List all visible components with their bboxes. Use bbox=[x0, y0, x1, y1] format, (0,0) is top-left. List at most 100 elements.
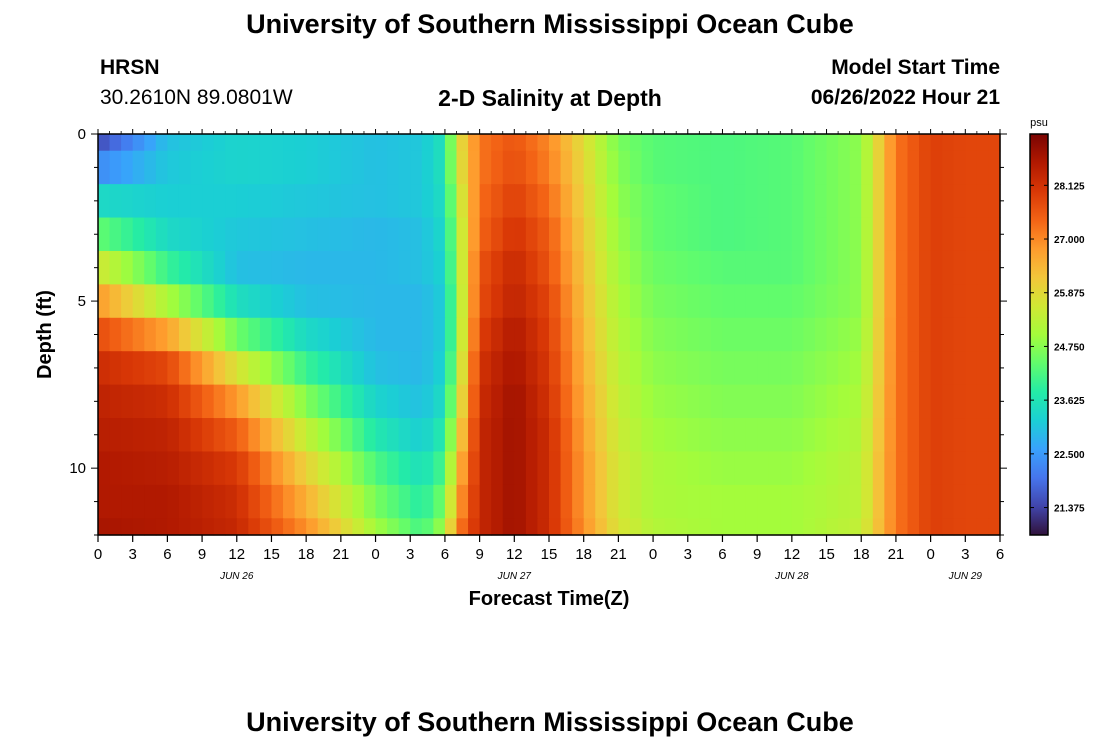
heat-cell bbox=[98, 484, 111, 519]
heat-cell bbox=[340, 217, 354, 252]
heat-cell bbox=[363, 518, 377, 536]
x-tick-label: 15 bbox=[263, 546, 280, 563]
heat-cell bbox=[294, 284, 307, 319]
heat-cell bbox=[121, 134, 134, 152]
heat-cell bbox=[98, 134, 111, 152]
heat-cell bbox=[190, 384, 203, 419]
heat-cell bbox=[988, 184, 1001, 219]
heat-cell bbox=[514, 184, 527, 219]
heat-cell bbox=[283, 351, 296, 386]
heat-cell bbox=[144, 250, 157, 285]
heat-cell bbox=[595, 250, 608, 285]
heat-cell bbox=[572, 150, 585, 185]
x-tick-label: 12 bbox=[784, 546, 801, 563]
heat-cell bbox=[283, 317, 296, 352]
heat-cell bbox=[722, 217, 735, 252]
heat-cell bbox=[121, 518, 134, 536]
heat-cell bbox=[618, 484, 631, 519]
heat-cell bbox=[479, 384, 492, 419]
heat-cell bbox=[283, 484, 296, 519]
heat-cell bbox=[872, 384, 885, 419]
heat-cell bbox=[456, 518, 469, 536]
heat-cell bbox=[965, 284, 978, 319]
heat-cell bbox=[178, 134, 192, 152]
heat-cell bbox=[849, 484, 862, 519]
heat-cell bbox=[895, 418, 909, 453]
heat-cell bbox=[248, 518, 261, 536]
heat-cell bbox=[745, 418, 758, 453]
heat-cell bbox=[895, 184, 909, 219]
heat-cell bbox=[329, 418, 342, 453]
heat-cell bbox=[271, 217, 284, 252]
heat-cell bbox=[953, 384, 966, 419]
heat-cell bbox=[225, 150, 238, 185]
heat-cell bbox=[595, 384, 608, 419]
heat-cell bbox=[953, 184, 966, 219]
heat-cell bbox=[560, 134, 573, 152]
heat-cell bbox=[225, 484, 238, 519]
heat-cell bbox=[98, 451, 111, 486]
heat-cell bbox=[861, 351, 874, 386]
heat-cell bbox=[363, 217, 377, 252]
heat-cell bbox=[271, 384, 284, 419]
heat-cell bbox=[259, 451, 273, 486]
x-tick-label: 9 bbox=[198, 546, 206, 563]
heat-cell bbox=[988, 451, 1001, 486]
heat-cell bbox=[907, 250, 920, 285]
heat-cell bbox=[271, 150, 284, 185]
heat-cell bbox=[629, 217, 643, 252]
heat-cell bbox=[248, 184, 261, 219]
heat-cell bbox=[942, 134, 955, 152]
heat-cell bbox=[329, 451, 342, 486]
heat-cell bbox=[340, 150, 354, 185]
heat-cell bbox=[641, 317, 654, 352]
x-tick-label: 0 bbox=[371, 546, 379, 563]
heat-cell bbox=[479, 317, 492, 352]
y-tick-label: 0 bbox=[78, 126, 86, 143]
heat-cell bbox=[722, 250, 735, 285]
heat-cell bbox=[329, 250, 342, 285]
heat-cell bbox=[410, 250, 423, 285]
heat-cell bbox=[144, 484, 157, 519]
heat-cell bbox=[468, 451, 481, 486]
heat-cell bbox=[363, 184, 377, 219]
heat-cell bbox=[595, 284, 608, 319]
heat-cell bbox=[988, 217, 1001, 252]
heat-cell bbox=[838, 250, 851, 285]
heat-cell bbox=[167, 150, 180, 185]
heat-cell bbox=[387, 250, 400, 285]
heat-cell bbox=[456, 184, 469, 219]
heat-cell bbox=[676, 284, 689, 319]
heat-cell bbox=[572, 451, 585, 486]
heat-cell bbox=[329, 384, 342, 419]
heat-cell bbox=[468, 484, 481, 519]
heat-cell bbox=[178, 418, 192, 453]
heat-cell bbox=[421, 484, 434, 519]
heat-cell bbox=[549, 384, 562, 419]
heat-cell bbox=[502, 484, 515, 519]
heat-cell bbox=[190, 184, 203, 219]
heat-cell bbox=[734, 451, 747, 486]
heat-cell bbox=[872, 317, 885, 352]
heat-cell bbox=[803, 484, 816, 519]
heat-cell bbox=[387, 134, 400, 152]
heat-cell bbox=[849, 250, 862, 285]
heat-cell bbox=[895, 518, 909, 536]
heat-cell bbox=[225, 518, 238, 536]
heat-cell bbox=[109, 484, 122, 519]
heat-cell bbox=[410, 384, 423, 419]
heat-cell bbox=[525, 484, 539, 519]
heat-cell bbox=[653, 250, 666, 285]
heat-cell bbox=[930, 150, 943, 185]
heat-cell bbox=[791, 384, 805, 419]
heat-cell bbox=[387, 150, 400, 185]
heat-cell bbox=[202, 384, 215, 419]
heat-cell bbox=[352, 484, 365, 519]
heat-cell bbox=[352, 184, 365, 219]
heat-cell bbox=[502, 150, 515, 185]
heat-cell bbox=[329, 184, 342, 219]
heat-cell bbox=[306, 384, 319, 419]
heat-cell bbox=[988, 317, 1001, 352]
heat-cell bbox=[884, 518, 897, 536]
heat-cell bbox=[387, 451, 400, 486]
